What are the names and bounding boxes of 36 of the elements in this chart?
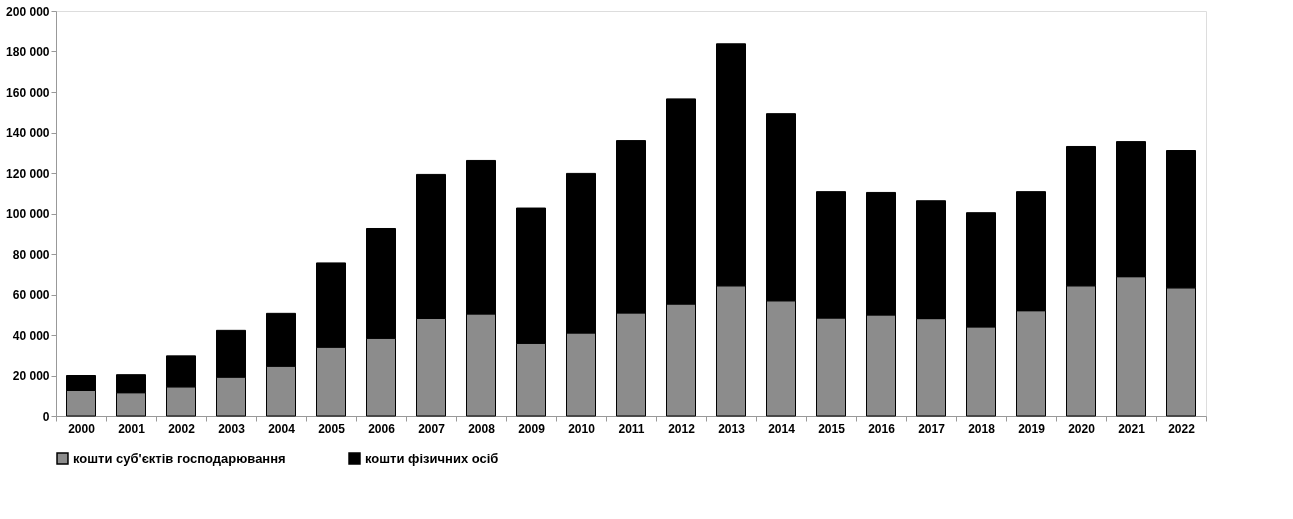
x-tick-label: 2018 [968,421,996,436]
y-tick-label: 160 000 [6,85,50,100]
x-tick-label: 2013 [718,421,746,436]
y-tick-label: 60 000 [12,288,50,302]
legend-label: кошти фізичних осіб [365,450,499,466]
y-tick-label: 180 000 [6,45,50,59]
x-tick-label: 2012 [668,421,696,436]
x-tick-label: 2003 [218,421,246,436]
x-tick-label: 2006 [368,421,396,436]
y-tick-label: 80 000 [12,247,50,262]
x-tick-label: 2011 [618,421,645,436]
x-tick-label: 2007 [418,421,446,436]
x-tick-label: 2021 [1118,421,1146,436]
x-tick-label: 2005 [318,421,346,436]
x-tick-label: 2000 [68,421,96,436]
y-tick-label: 20 000 [12,369,50,383]
x-tick-label: 2016 [868,421,896,436]
x-tick-label: 2009 [518,421,546,436]
x-tick-label: 2019 [1018,421,1046,436]
y-tick-label: 200 000 [6,4,50,19]
x-tick-label: 2017 [918,421,946,436]
x-tick-label: 2014 [768,421,796,436]
y-tick-label: 140 000 [6,126,50,140]
y-tick-label: 120 000 [6,166,50,181]
x-tick-label: 2004 [268,421,296,436]
x-tick-label: 2002 [168,421,196,436]
x-tick-label: 2001 [118,421,146,436]
x-tick-label: 2020 [1068,421,1096,436]
y-tick-label: 40 000 [12,328,50,343]
y-tick-label: 0 [42,409,50,424]
y-tick-label: 100 000 [6,207,50,221]
x-tick-label: 2015 [818,421,846,436]
x-tick-label: 2008 [468,421,496,436]
x-tick-label: 2010 [568,421,596,436]
legend-label: кошти суб'єктів господарювання [73,450,286,466]
x-tick-label: 2022 [1168,421,1196,436]
